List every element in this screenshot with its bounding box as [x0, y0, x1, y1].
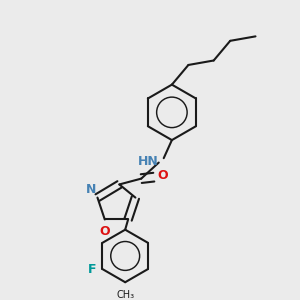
- Text: F: F: [88, 262, 96, 276]
- Text: O: O: [100, 225, 110, 238]
- Text: HN: HN: [138, 154, 159, 168]
- Text: N: N: [85, 183, 96, 196]
- Text: O: O: [157, 169, 168, 182]
- Text: CH₃: CH₃: [116, 290, 134, 299]
